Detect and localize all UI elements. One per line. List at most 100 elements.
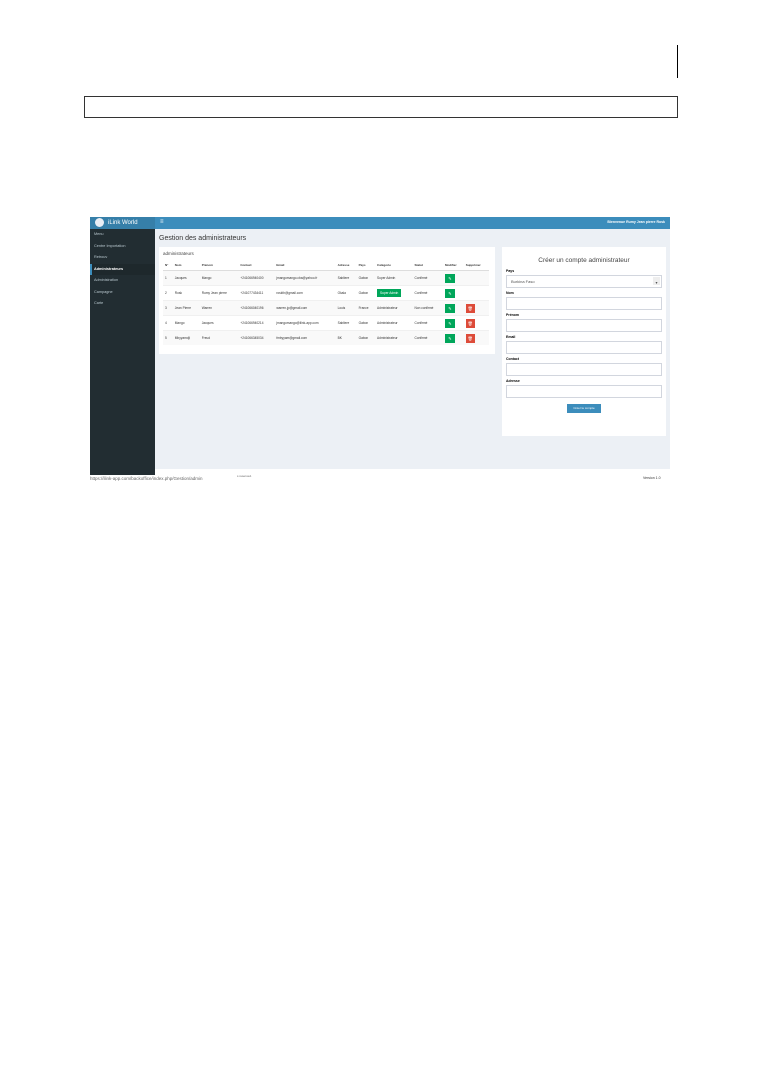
column-header: Adresse xyxy=(335,260,357,271)
field-input-nom[interactable] xyxy=(506,297,662,310)
version: Version 1.0 xyxy=(643,476,661,480)
column-header: Prénom xyxy=(199,260,239,271)
table-cell: Confirmé xyxy=(412,315,443,331)
table-cell: France xyxy=(356,300,376,316)
delete-button[interactable]: 🗑 xyxy=(465,303,475,313)
sidebar: Menu Centre Importation Retrouv Administrat… xyxy=(90,229,155,475)
sidebar-item[interactable]: Menu xyxy=(94,232,104,236)
chevron-down-icon[interactable]: ▾ xyxy=(653,277,660,285)
column-header: Catégorie xyxy=(375,260,413,271)
table-cell: Super Admin xyxy=(375,285,413,301)
table-cell: Super Admin xyxy=(375,270,413,286)
create-admin-form: Créer un compte administrateur Pays Burki… xyxy=(502,247,666,436)
create-account-button[interactable]: Créer le compte xyxy=(567,404,601,413)
table-cell: ✎ xyxy=(442,285,464,301)
sidebar-item[interactable]: Carte xyxy=(94,301,104,305)
field-label: Contact xyxy=(506,357,520,361)
table-cell: Mango xyxy=(199,270,239,286)
table-cell: 2 xyxy=(163,285,173,301)
table-cell: Jean Pierre xyxy=(172,300,200,316)
table-cell: Jacques xyxy=(172,270,200,286)
table-cell: Rumy Jean pierre xyxy=(199,285,239,301)
table-cell: warren.jp@gmail.com xyxy=(274,300,336,316)
page-margin-line xyxy=(677,45,678,78)
column-header: Statut xyxy=(412,260,443,271)
logo[interactable]: iLink World xyxy=(90,217,155,229)
table-cell: fmbyyam@gmail.com xyxy=(274,330,336,345)
table-cell: 1 xyxy=(163,270,173,286)
admin-screenshot: iLink World ≡ Bienvenue Rumy Jean pierre… xyxy=(90,217,670,475)
edit-button[interactable]: ✎ xyxy=(444,303,455,313)
column-header: Modifier xyxy=(442,260,464,271)
column-header: Supprimer xyxy=(463,260,489,271)
field-label: Prénom xyxy=(506,313,520,317)
table-cell: Freud xyxy=(199,330,239,345)
sidebar-item[interactable]: Centre Importation xyxy=(94,243,126,248)
form-title: Créer un compte administrateur xyxy=(538,257,630,264)
table-cell: jmangomango.cba@yahoo.fr xyxy=(274,270,336,286)
table-cell: Administrateur xyxy=(375,315,413,331)
table-cell: 3 xyxy=(163,300,173,316)
table-cell: +241066940400 xyxy=(238,270,275,286)
table-cell: Rosk xyxy=(172,285,200,301)
table-cell: Sabliere xyxy=(335,315,357,331)
table-row: 1 Jacques Mango +241066940400 jmangomango.cb… xyxy=(163,270,489,286)
field-input-email[interactable] xyxy=(506,341,662,354)
top-navbar: iLink World ≡ Bienvenue Rumy Jean pierre… xyxy=(90,217,670,229)
table-cell: ✎ xyxy=(442,300,464,316)
field-input-contact[interactable] xyxy=(506,363,662,376)
table-cell: Gabon xyxy=(356,270,376,286)
table-cell: Mbyyamdji xyxy=(172,330,200,345)
edit-button[interactable]: ✎ xyxy=(444,288,455,298)
table-cell: Mango xyxy=(172,315,200,331)
table-cell: roskth@gmail.com xyxy=(274,285,336,301)
table-cell: ✎ xyxy=(442,270,464,286)
sidebar-item[interactable]: Administrateurs xyxy=(90,263,155,275)
column-header: N° xyxy=(163,260,173,271)
table-cell: Warren xyxy=(199,300,239,316)
table-cell: jmangomango@ilink-app.com xyxy=(274,315,336,331)
delete-button[interactable]: 🗑 xyxy=(465,333,475,343)
field-label: Adresse xyxy=(506,379,520,383)
table-cell: Gabon xyxy=(356,330,376,345)
empty-frame xyxy=(84,96,678,118)
admin-table-panel: administrateurs N° Nom Prénom Contact Email A… xyxy=(159,247,495,354)
copyright: s reserved. xyxy=(237,474,252,478)
admin-table: N° Nom Prénom Contact Email Adresse Pays Catégo… xyxy=(163,260,489,345)
table-cell: Confirmé xyxy=(412,330,443,345)
edit-button[interactable]: ✎ xyxy=(444,273,455,283)
category-badge: Super Admin xyxy=(377,289,402,297)
menu-toggle-icon[interactable]: ≡ xyxy=(160,219,164,225)
sidebar-item[interactable]: Campagne xyxy=(94,289,113,294)
table-cell: ✎ xyxy=(442,315,464,331)
table-cell: +241066040196 xyxy=(238,300,275,316)
table-cell xyxy=(463,270,489,286)
field-input-adresse[interactable] xyxy=(506,385,662,398)
table-cell: Confirmé xyxy=(412,270,443,286)
table-cell: Gabon xyxy=(356,315,376,331)
sidebar-item[interactable]: Retrouv xyxy=(94,255,108,259)
delete-button[interactable]: 🗑 xyxy=(465,318,475,328)
sidebar-item[interactable]: Administration xyxy=(94,278,119,282)
edit-button[interactable]: ✎ xyxy=(444,333,455,343)
table-cell: Administrateur xyxy=(375,330,413,345)
table-cell: +241066940214 xyxy=(238,315,275,331)
table-cell: Non confirmé xyxy=(412,300,443,316)
table-row: 4 Mango Jacques +241066940214 jmangomango@il… xyxy=(163,315,489,331)
edit-button[interactable]: ✎ xyxy=(444,318,455,328)
welcome-user[interactable]: Bienvenue Rumy Jean pierre Rosk xyxy=(607,220,665,224)
footer-bar xyxy=(155,469,670,475)
panel-heading: administrateurs xyxy=(163,251,194,256)
field-input-prénom[interactable] xyxy=(506,319,662,332)
table-cell: Louis xyxy=(335,300,357,316)
table-cell: 🗑 xyxy=(463,315,489,331)
column-header: Email xyxy=(274,260,336,271)
field-label: Pays xyxy=(506,269,515,273)
table-cell: Administrateur xyxy=(375,300,413,316)
brand-name: iLink World xyxy=(108,220,138,226)
table-cell: 4 xyxy=(163,315,173,331)
pays-select[interactable]: Burkina Faso ▾ xyxy=(506,275,662,288)
table-cell: 🗑 xyxy=(463,330,489,345)
field-label: Email xyxy=(506,335,516,339)
table-cell: Sabliere xyxy=(335,270,357,286)
